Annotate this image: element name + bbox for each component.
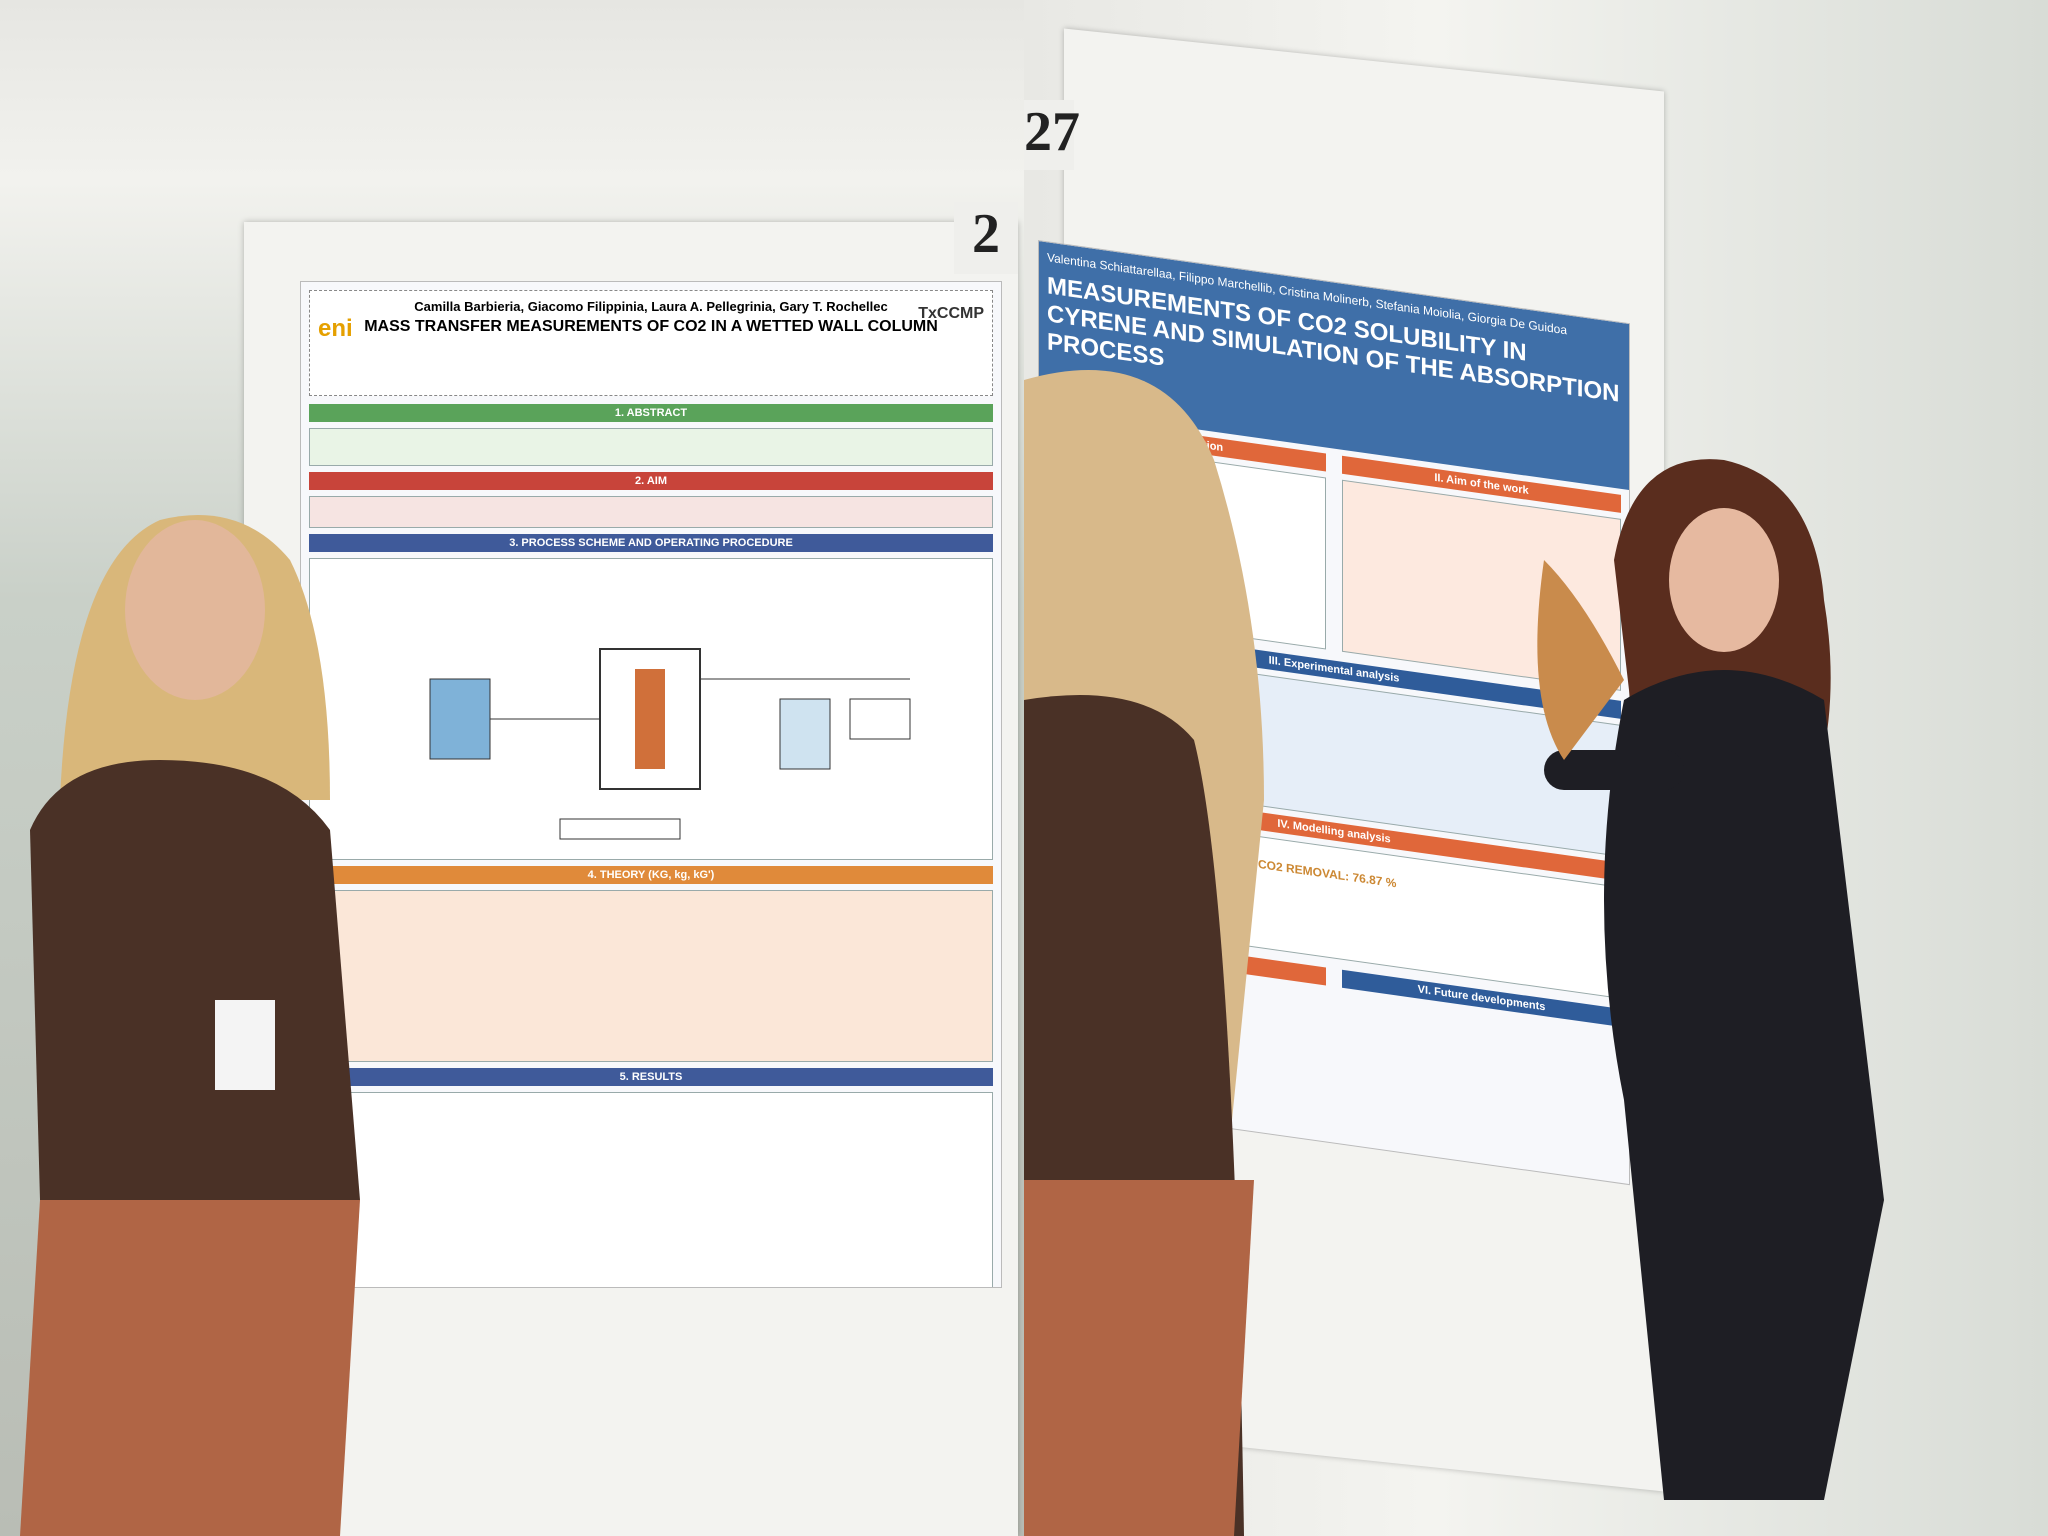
poster: eni TxCCMP Camilla Barbieria, Giacomo Fi… [300,281,1002,1288]
right-photo: 27 Valentina Schiattarellaa, Filippo Mar… [1024,0,2048,1536]
poster-title: MASS TRANSFER MEASUREMENTS OF CO2 IN A W… [364,318,938,335]
poster-header: eni TxCCMP Camilla Barbieria, Giacomo Fi… [309,290,993,396]
poster-number: 2 [954,202,1018,274]
text-block [309,496,993,528]
section-heading: 1. ABSTRACT [309,404,993,422]
text-block [309,428,993,466]
theory-block [309,890,993,1062]
left-photo: 2 eni TxCCMP Camilla Barbieria, Giacomo … [0,0,1024,1536]
process-scheme [309,558,993,860]
section-heading: 4. THEORY (KG, kg, kG') [309,866,993,884]
logo: eni [318,315,353,342]
results-block [309,1092,993,1287]
poster-authors: Camilla Barbieria, Giacomo Filippinia, L… [414,299,888,314]
poster-number: 27 [1024,100,1080,170]
people [1024,370,1884,1536]
logo: TxCCMP [918,305,984,322]
person [20,515,360,1536]
scheme-drawing [429,648,911,840]
section-heading: 2. AIM [309,472,993,490]
section-heading: 5. RESULTS [309,1068,993,1086]
section-heading: 3. PROCESS SCHEME AND OPERATING PROCEDUR… [309,534,993,552]
